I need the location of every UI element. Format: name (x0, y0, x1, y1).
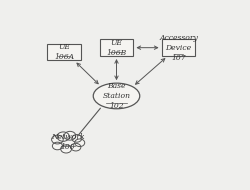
Text: UE
106A: UE 106A (54, 43, 74, 61)
Text: Base
Station
102: Base Station 102 (102, 82, 130, 110)
Circle shape (59, 135, 77, 149)
Circle shape (52, 135, 63, 144)
Circle shape (75, 139, 85, 146)
Text: UE
106B: UE 106B (106, 39, 127, 57)
FancyBboxPatch shape (162, 39, 196, 56)
FancyBboxPatch shape (47, 44, 81, 60)
Circle shape (52, 142, 62, 150)
FancyBboxPatch shape (100, 39, 134, 56)
Circle shape (57, 132, 70, 141)
Text: Network
100: Network 100 (51, 133, 85, 151)
Circle shape (61, 145, 72, 153)
Circle shape (64, 131, 76, 140)
Text: Accessory
Device
107: Accessory Device 107 (159, 34, 198, 62)
Circle shape (71, 143, 81, 151)
Circle shape (72, 135, 82, 142)
Ellipse shape (93, 83, 140, 109)
